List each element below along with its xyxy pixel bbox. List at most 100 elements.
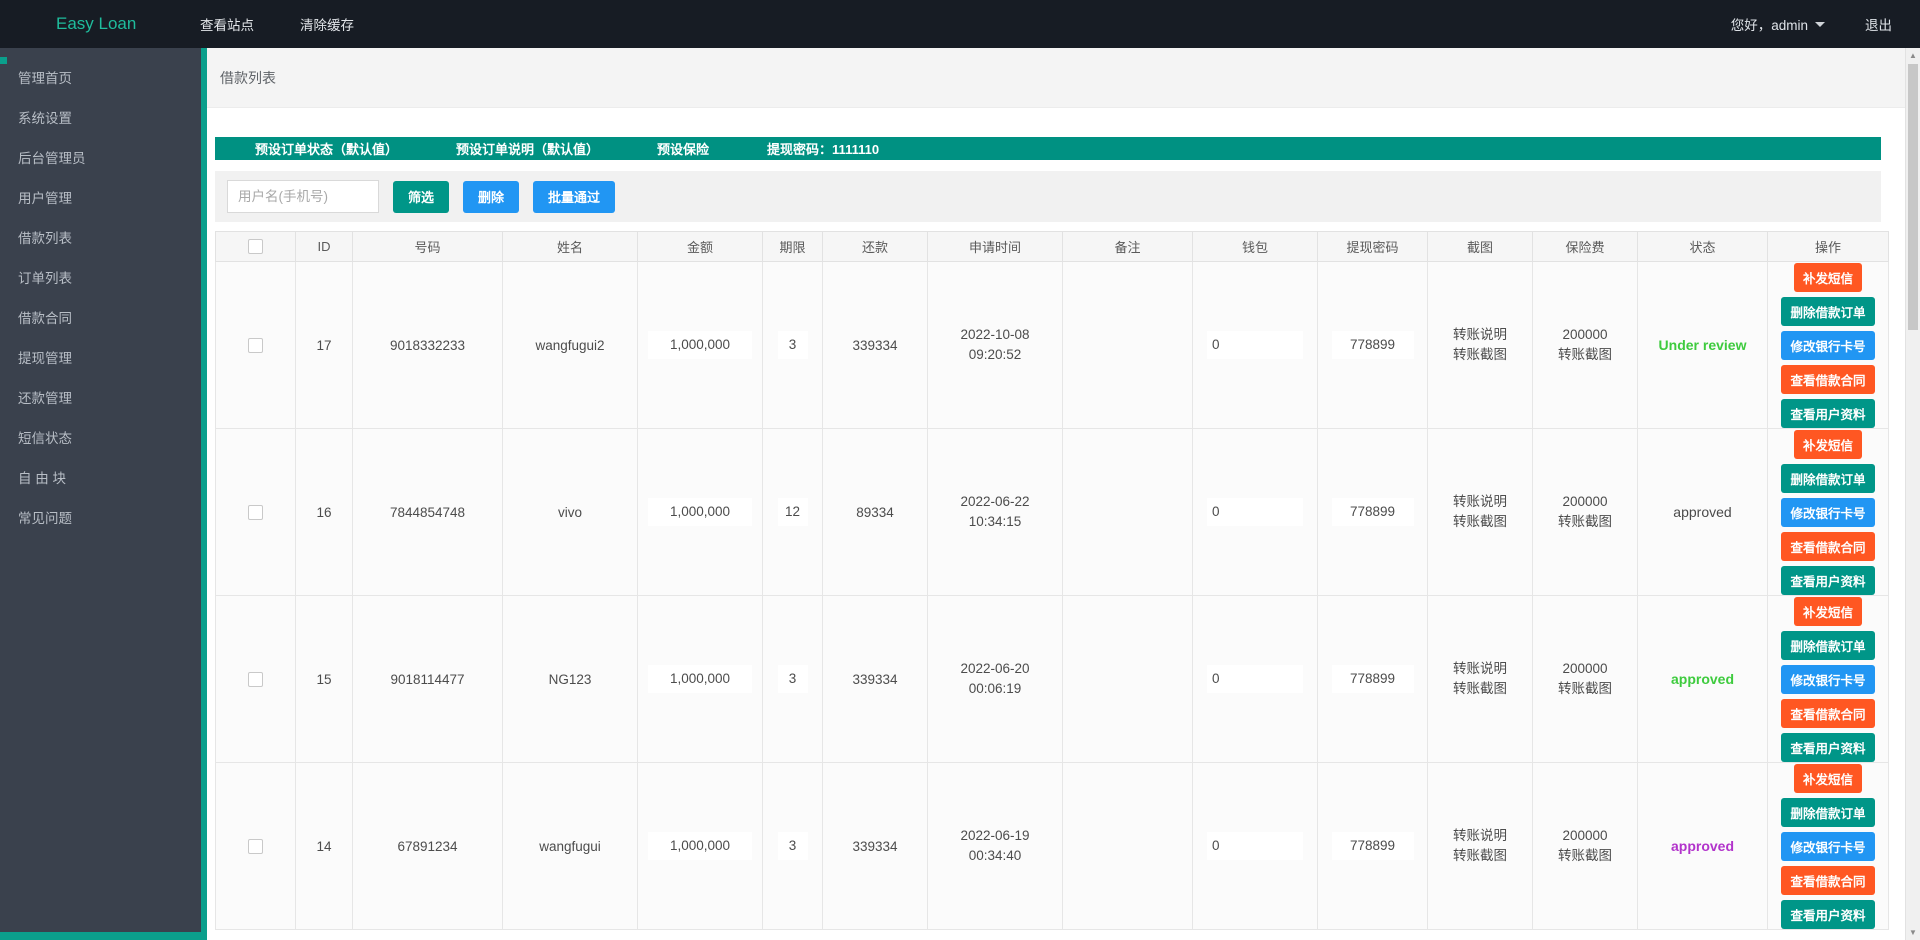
cell-id: 15 <box>295 595 353 763</box>
edit-bank-card-button[interactable]: 修改银行卡号 <box>1781 831 1875 861</box>
batch-approve-button[interactable]: 批量通过 <box>533 180 616 213</box>
delete-button[interactable]: 删除 <box>463 180 520 213</box>
sidebar-item-loan-list[interactable]: 借款列表 <box>18 231 72 246</box>
withdraw-password-input[interactable]: 778899 <box>1331 331 1414 359</box>
logout-link[interactable]: 退出 <box>1865 18 1892 33</box>
banner-link-preset-order-note[interactable]: 预设订单说明（默认值） <box>456 142 600 157</box>
edit-bank-card-button[interactable]: 修改银行卡号 <box>1781 330 1875 360</box>
amount-input[interactable]: 1,000,000 <box>648 331 752 359</box>
banner-link-withdraw-password[interactable]: 提现密码：1111110 <box>767 142 880 157</box>
view-user-profile-button[interactable]: 查看用户资料 <box>1781 398 1875 428</box>
clear-cache-link[interactable]: 清除缓存 <box>300 18 354 33</box>
edit-bank-card-button[interactable]: 修改银行卡号 <box>1781 497 1875 527</box>
transfer-screenshot-link[interactable]: 转账截图 <box>1453 681 1507 696</box>
apply-date: 2022-06-22 <box>960 494 1030 509</box>
sidebar-item-withdraw-management[interactable]: 提现管理 <box>18 351 72 366</box>
view-user-profile-button[interactable]: 查看用户资料 <box>1781 732 1875 762</box>
select-all-checkbox[interactable] <box>248 239 263 254</box>
cell-id: 16 <box>295 428 353 596</box>
filter-button[interactable]: 筛选 <box>393 180 450 213</box>
cell-status: approved <box>1637 762 1768 930</box>
row-checkbox[interactable] <box>248 504 263 520</box>
page-scrollbar[interactable]: ▲ ▼ <box>1905 48 1920 940</box>
period-input[interactable]: 3 <box>777 331 808 359</box>
sidebar-item-dashboard[interactable]: 管理首页 <box>18 71 72 86</box>
sidebar-item-system-settings[interactable]: 系统设置 <box>18 111 72 126</box>
amount-input[interactable]: 1,000,000 <box>648 498 752 526</box>
cell-actions: 补发短信删除借款订单 修改银行卡号 查看借款合同 查看用户资料 <box>1767 428 1889 596</box>
insurance-screenshot-link[interactable]: 转账截图 <box>1558 848 1612 863</box>
scrollbar-thumb[interactable] <box>1908 64 1918 330</box>
resend-sms-button[interactable]: 补发短信 <box>1793 763 1862 793</box>
insurance-screenshot-link[interactable]: 转账截图 <box>1558 347 1612 362</box>
transfer-screenshot-link[interactable]: 转账截图 <box>1453 347 1507 362</box>
transfer-note-link[interactable]: 转账说明 <box>1453 494 1507 509</box>
transfer-note-link[interactable]: 转账说明 <box>1453 327 1507 342</box>
row-checkbox[interactable] <box>248 838 263 854</box>
cell-id: 17 <box>295 261 353 429</box>
scroll-up-icon[interactable]: ▲ <box>1909 51 1917 60</box>
wallet-input[interactable]: 0 <box>1207 498 1303 526</box>
transfer-screenshot-link[interactable]: 转账截图 <box>1453 848 1507 863</box>
sidebar-item-sms-status[interactable]: 短信状态 <box>18 431 72 446</box>
period-input[interactable]: 3 <box>777 665 808 693</box>
cell-phone: 7844854748 <box>352 428 503 596</box>
sidebar-item-repay-management[interactable]: 还款管理 <box>18 391 72 406</box>
resend-sms-button[interactable]: 补发短信 <box>1793 429 1862 459</box>
brand-logo[interactable]: Easy Loan <box>56 14 137 33</box>
withdraw-password-input[interactable]: 778899 <box>1331 498 1414 526</box>
sidebar-item-faq[interactable]: 常见问题 <box>18 511 72 526</box>
amount-input[interactable]: 1,000,000 <box>648 832 752 860</box>
wallet-input[interactable]: 0 <box>1207 832 1303 860</box>
status-text: approved <box>1670 671 1734 687</box>
banner-link-preset-insurance[interactable]: 预设保险 <box>657 142 710 157</box>
view-loan-contract-button[interactable]: 查看借款合同 <box>1781 865 1875 895</box>
row-checkbox[interactable] <box>248 337 263 353</box>
sidebar-item-user-management[interactable]: 用户管理 <box>18 191 72 206</box>
row-checkbox[interactable] <box>248 671 263 687</box>
delete-loan-order-button[interactable]: 删除借款订单 <box>1781 463 1875 493</box>
resend-sms-button[interactable]: 补发短信 <box>1793 262 1862 292</box>
wallet-input[interactable]: 0 <box>1207 331 1303 359</box>
delete-loan-order-button[interactable]: 删除借款订单 <box>1781 797 1875 827</box>
cell-repayment: 89334 <box>822 428 928 596</box>
sidebar-item-admin-managers[interactable]: 后台管理员 <box>18 151 86 166</box>
delete-loan-order-button[interactable]: 删除借款订单 <box>1781 296 1875 326</box>
sidebar-item-free-block[interactable]: 自 由 块 <box>18 471 67 486</box>
cell-period: 3 <box>762 261 823 429</box>
wallet-input[interactable]: 0 <box>1207 665 1303 693</box>
view-loan-contract-button[interactable]: 查看借款合同 <box>1781 364 1875 394</box>
sidebar-item-order-list[interactable]: 订单列表 <box>18 271 72 286</box>
insurance-fee: 200000 <box>1562 828 1608 843</box>
view-loan-contract-button[interactable]: 查看借款合同 <box>1781 698 1875 728</box>
period-input[interactable]: 12 <box>777 498 808 526</box>
table-row: 16 7844854748 vivo 1,000,000 12 89334 20… <box>215 428 1889 596</box>
scroll-down-icon[interactable]: ▼ <box>1909 928 1917 937</box>
withdraw-password-input[interactable]: 778899 <box>1331 665 1414 693</box>
filter-panel: 筛选 删除 批量通过 <box>215 171 1881 222</box>
delete-loan-order-button[interactable]: 删除借款订单 <box>1781 630 1875 660</box>
period-input[interactable]: 3 <box>777 832 808 860</box>
view-user-profile-button[interactable]: 查看用户资料 <box>1781 899 1875 929</box>
transfer-note-link[interactable]: 转账说明 <box>1453 661 1507 676</box>
amount-input[interactable]: 1,000,000 <box>648 665 752 693</box>
resend-sms-button[interactable]: 补发短信 <box>1793 596 1862 626</box>
view-user-profile-button[interactable]: 查看用户资料 <box>1781 565 1875 595</box>
user-menu[interactable]: 您好，admin <box>1731 14 1825 34</box>
sidebar-item-loan-contract[interactable]: 借款合同 <box>18 311 72 326</box>
username-search-input[interactable] <box>227 180 379 213</box>
cell-name: vivo <box>502 428 638 596</box>
withdraw-password-input[interactable]: 778899 <box>1331 832 1414 860</box>
view-loan-contract-button[interactable]: 查看借款合同 <box>1781 531 1875 561</box>
insurance-screenshot-link[interactable]: 转账截图 <box>1558 514 1612 529</box>
cell-checkbox <box>215 595 296 763</box>
topbar: Easy Loan 查看站点 清除缓存 您好，admin 退出 <box>0 0 1920 48</box>
transfer-screenshot-link[interactable]: 转账截图 <box>1453 514 1507 529</box>
cell-withdraw-password: 778899 <box>1317 428 1428 596</box>
cell-remark <box>1062 428 1193 596</box>
transfer-note-link[interactable]: 转账说明 <box>1453 828 1507 843</box>
banner-link-preset-order-status[interactable]: 预设订单状态（默认值） <box>255 142 399 157</box>
insurance-screenshot-link[interactable]: 转账截图 <box>1558 681 1612 696</box>
edit-bank-card-button[interactable]: 修改银行卡号 <box>1781 664 1875 694</box>
view-site-link[interactable]: 查看站点 <box>200 18 254 33</box>
